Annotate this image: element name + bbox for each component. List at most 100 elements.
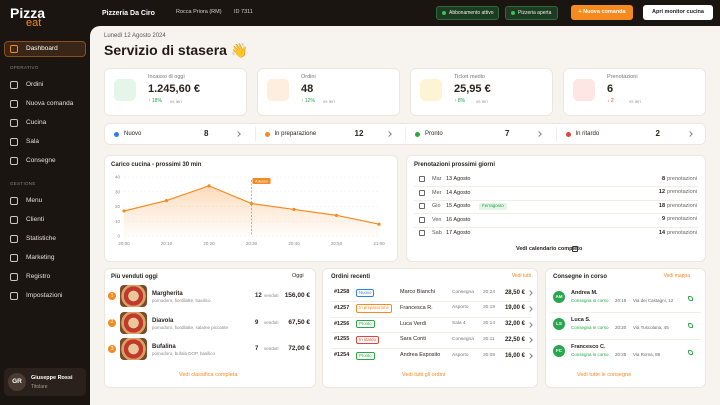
delivery-address: Via dei Castagni, 12 bbox=[633, 298, 674, 303]
orders-card bbox=[322, 268, 538, 388]
status-divider bbox=[405, 127, 406, 141]
nav-label: Consegne bbox=[26, 157, 56, 164]
nav-item[interactable] bbox=[4, 41, 86, 57]
status-count: 2 bbox=[655, 129, 660, 138]
order-status: Pronto bbox=[356, 320, 375, 329]
restaurant-name[interactable]: Pizzeria Da Ciro bbox=[102, 10, 155, 17]
kpi-value: 25,95 € bbox=[454, 83, 491, 95]
y-tick-label: 0 bbox=[117, 234, 120, 239]
status-label[interactable]: In preparazione bbox=[274, 131, 317, 137]
kpi-label: Incasso di oggi bbox=[148, 74, 185, 80]
delivery-status: Consegna in corso bbox=[571, 325, 609, 330]
badge-label: Abbonamento attivo bbox=[449, 10, 494, 16]
channel: Asporto bbox=[452, 305, 469, 311]
booking-date: 15 Agosto bbox=[446, 203, 471, 209]
nav-label: Sala bbox=[26, 138, 40, 145]
order-id: #1254 bbox=[334, 352, 350, 359]
y-tick-label: 40 bbox=[115, 175, 121, 180]
status-count: 12 bbox=[354, 129, 364, 138]
deliveries-link[interactable]: Vedi tutte le consegne bbox=[577, 372, 632, 378]
row-divider bbox=[414, 213, 698, 214]
item-name: Bufalina bbox=[152, 344, 176, 350]
customer: Francesca R. bbox=[400, 304, 433, 311]
customer: Sara Conti bbox=[400, 336, 426, 343]
kpi-value: 6 bbox=[607, 83, 614, 95]
sold-count: 12 bbox=[255, 293, 262, 299]
order-status: In preparazione bbox=[356, 304, 392, 313]
phone-icon[interactable] bbox=[688, 296, 693, 301]
point bbox=[122, 209, 126, 213]
nav-label: Marketing bbox=[26, 254, 55, 261]
nav-icon bbox=[10, 100, 18, 108]
status-label[interactable]: Nuovo bbox=[124, 131, 142, 137]
sold-count: 9 bbox=[255, 319, 259, 326]
kpi-note: vs ieri bbox=[629, 98, 641, 104]
driver-name: Luca S. bbox=[571, 317, 591, 323]
phone-icon[interactable] bbox=[688, 323, 693, 328]
area bbox=[124, 185, 379, 236]
kitchen-monitor-button[interactable]: Apri monitor cucina bbox=[643, 5, 713, 20]
row-divider bbox=[330, 300, 532, 302]
phone-icon[interactable] bbox=[688, 350, 693, 355]
calendar-icon bbox=[572, 246, 578, 252]
unit: prenotazioni bbox=[667, 216, 697, 222]
rank-badge: 3 bbox=[108, 345, 116, 353]
booking-date: 16 Agosto bbox=[446, 216, 471, 223]
status-dot bbox=[114, 131, 119, 137]
kpi-label: Prenotazioni bbox=[607, 74, 638, 80]
bookings-link[interactable]: Vedi calendario completo bbox=[516, 246, 583, 252]
order-total: 22,50 € bbox=[504, 336, 525, 343]
unit: prenotazioni bbox=[667, 189, 697, 195]
nav-label: Cucina bbox=[26, 119, 47, 126]
booking-count: 12 prenotazioni bbox=[659, 189, 697, 196]
order-id: #1258 bbox=[334, 289, 350, 295]
nav-icon bbox=[10, 235, 18, 243]
channel: Asporto bbox=[452, 352, 469, 358]
holiday-tag: Ferragosto bbox=[479, 203, 507, 210]
delivery-time: 20:15 bbox=[615, 298, 627, 303]
orders-link-top[interactable]: Vedi tutti bbox=[511, 273, 531, 279]
nav-section-title: GESTIONE bbox=[10, 181, 36, 186]
x-tick-label: 20:30 bbox=[246, 241, 258, 246]
weekday: Mar bbox=[432, 176, 442, 182]
row-divider bbox=[414, 186, 698, 187]
unit: prenotazioni bbox=[667, 202, 697, 209]
revenue: 72,00 € bbox=[288, 345, 310, 352]
order-total: 16,00 € bbox=[504, 352, 525, 359]
delivery-address: Via Roma, 88 bbox=[633, 352, 661, 357]
sold-label: venduti bbox=[264, 293, 279, 298]
nav-label: Impostazioni bbox=[26, 292, 63, 299]
deliveries-link-top[interactable]: Vedi mappa bbox=[663, 273, 690, 279]
filter-dropdown[interactable]: Oggi bbox=[292, 273, 304, 279]
nav-label: Clienti bbox=[26, 216, 45, 223]
status-label[interactable]: In ritardo bbox=[575, 131, 600, 137]
status-dot bbox=[565, 131, 571, 137]
orders-link[interactable]: Vedi tutti gli ordini bbox=[402, 372, 446, 378]
sold-count: 7 bbox=[255, 346, 259, 352]
nav-section-title: OPERATIVO bbox=[10, 65, 39, 70]
orders-title: Ordini recenti bbox=[331, 274, 371, 280]
x-tick-label: 20:50 bbox=[331, 241, 343, 246]
status-label[interactable]: Pronto bbox=[425, 131, 443, 137]
customer: Luca Verdi bbox=[400, 320, 426, 327]
now-label: Adesso bbox=[255, 180, 268, 184]
status-count: 8 bbox=[204, 129, 209, 138]
top-sellers-link[interactable]: Vedi classifica completa bbox=[179, 372, 238, 378]
revenue: 156,00 € bbox=[284, 292, 310, 299]
status-dot bbox=[415, 131, 420, 137]
kpi-card bbox=[104, 68, 247, 116]
nav-label: Dashboard bbox=[26, 45, 58, 52]
weekday: Sab bbox=[432, 230, 442, 236]
now-label-bg bbox=[252, 178, 271, 184]
kpi-label: Ordini bbox=[301, 74, 316, 80]
kpi-icon bbox=[267, 79, 289, 101]
new-order-button[interactable]: + Nuova comanda bbox=[571, 5, 633, 20]
order-status: Nuovo bbox=[356, 288, 375, 297]
delivery-status: Consegna in corso bbox=[571, 298, 609, 303]
rank-badge: 1 bbox=[108, 292, 116, 300]
top-sellers-title: Più venduti oggi bbox=[111, 274, 158, 280]
date: Lunedì 12 Agosto 2024 bbox=[104, 33, 166, 39]
bookings-card bbox=[406, 155, 706, 262]
kpi-change: ↑ 18% bbox=[148, 98, 162, 104]
row-divider bbox=[414, 226, 698, 228]
